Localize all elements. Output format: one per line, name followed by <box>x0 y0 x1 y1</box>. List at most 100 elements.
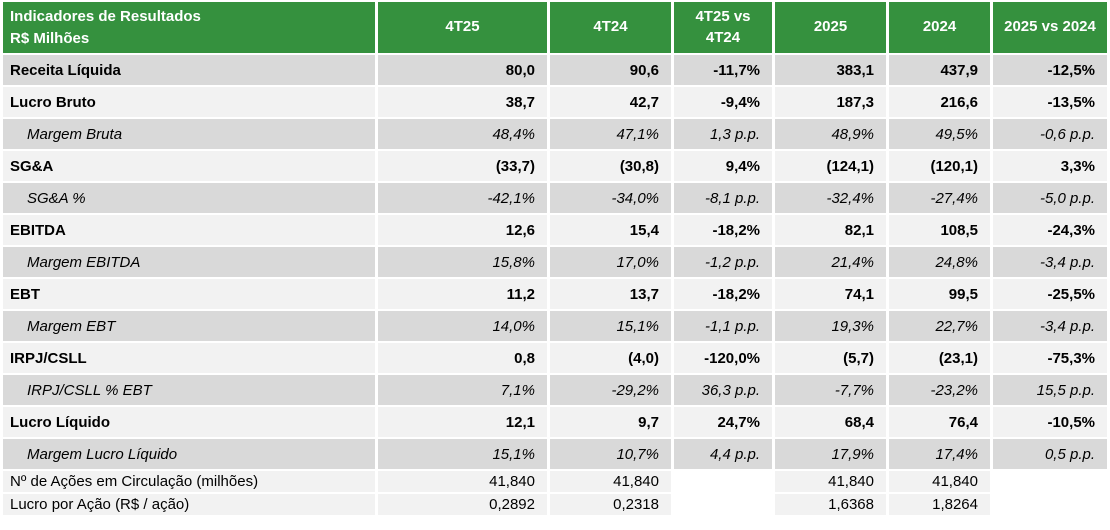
cell-value: 14,0% <box>378 311 547 341</box>
cell-value: 42,7 <box>550 87 671 117</box>
cell-value: 108,5 <box>889 215 990 245</box>
cell-value: -1,2 p.p. <box>674 247 772 277</box>
column-header: 4T25 vs 4T24 <box>674 2 772 53</box>
cell-value: -32,4% <box>775 183 886 213</box>
cell-value: 437,9 <box>889 55 990 85</box>
table-row: Receita Líquida 80,0 90,6 -11,7% 383,1 437,9-… <box>3 55 1107 85</box>
column-header: 2025 <box>775 2 886 53</box>
cell-value: (23,1) <box>889 343 990 373</box>
table-row: Nº de Ações em Circulação (milhões) 41,84… <box>3 471 1107 492</box>
cell-value: -120,0% <box>674 343 772 373</box>
cell-value: -0,6 p.p. <box>993 119 1107 149</box>
cell-value: -18,2% <box>674 279 772 309</box>
cell-value: 0,8 <box>378 343 547 373</box>
row-label: Margem EBT <box>3 311 375 341</box>
cell-value: 12,6 <box>378 215 547 245</box>
cell-value <box>993 494 1107 515</box>
cell-value: 49,5% <box>889 119 990 149</box>
row-label: Margem Bruta <box>3 119 375 149</box>
table-row: Margem Lucro Líquido 15,1% 10,7% 4,4 p.p. 17… <box>3 439 1107 469</box>
cell-value: (4,0) <box>550 343 671 373</box>
cell-value: 90,6 <box>550 55 671 85</box>
row-label: Nº de Ações em Circulação (milhões) <box>3 471 375 492</box>
cell-value: 82,1 <box>775 215 886 245</box>
cell-value: 1,8264 <box>889 494 990 515</box>
cell-value: 7,1% <box>378 375 547 405</box>
row-label: Margem EBITDA <box>3 247 375 277</box>
cell-value: 15,8% <box>378 247 547 277</box>
cell-value: -10,5% <box>993 407 1107 437</box>
cell-value: 12,1 <box>378 407 547 437</box>
cell-value: 99,5 <box>889 279 990 309</box>
cell-value: -12,5% <box>993 55 1107 85</box>
row-label: SG&A % <box>3 183 375 213</box>
row-label: IRPJ/CSLL <box>3 343 375 373</box>
row-label: EBITDA <box>3 215 375 245</box>
cell-value: -3,4 p.p. <box>993 247 1107 277</box>
cell-value: 76,4 <box>889 407 990 437</box>
cell-value: -9,4% <box>674 87 772 117</box>
cell-value: 216,6 <box>889 87 990 117</box>
cell-value: 17,4% <box>889 439 990 469</box>
column-header: 4T25 <box>378 2 547 53</box>
cell-value: 13,7 <box>550 279 671 309</box>
cell-value: -75,3% <box>993 343 1107 373</box>
cell-value: -25,5% <box>993 279 1107 309</box>
cell-value: 0,2892 <box>378 494 547 515</box>
cell-value <box>674 471 772 492</box>
cell-value: 0,5 p.p. <box>993 439 1107 469</box>
table-row: Lucro por Ação (R$ / ação) 0,2892 0,2318 1,… <box>3 494 1107 515</box>
row-label: Receita Líquida <box>3 55 375 85</box>
cell-value: 3,3% <box>993 151 1107 181</box>
cell-value: 4,4 p.p. <box>674 439 772 469</box>
cell-value: 80,0 <box>378 55 547 85</box>
cell-value: (30,8) <box>550 151 671 181</box>
cell-value: 1,6368 <box>775 494 886 515</box>
cell-value: 0,2318 <box>550 494 671 515</box>
column-header: 2025 vs 2024 <box>993 2 1107 53</box>
cell-value: -1,1 p.p. <box>674 311 772 341</box>
cell-value: 10,7% <box>550 439 671 469</box>
cell-value: -27,4% <box>889 183 990 213</box>
cell-value: 38,7 <box>378 87 547 117</box>
cell-value: -3,4 p.p. <box>993 311 1107 341</box>
cell-value: 1,3 p.p. <box>674 119 772 149</box>
table-title-line1: Indicadores de Resultados <box>10 7 201 25</box>
table-row: SG&A (33,7) (30,8) 9,4% (124,1) (120,1) 3,3% <box>3 151 1107 181</box>
table-row: Lucro Bruto 38,7 42,7 -9,4% 187,3 216,6 -13,5% <box>3 87 1107 117</box>
cell-value: 187,3 <box>775 87 886 117</box>
cell-value: 41,840 <box>378 471 547 492</box>
cell-value: 68,4 <box>775 407 886 437</box>
table-title: Indicadores de Resultados R$ Milhões <box>3 2 375 53</box>
cell-value: 22,7% <box>889 311 990 341</box>
cell-value: 41,840 <box>550 471 671 492</box>
row-label: SG&A <box>3 151 375 181</box>
row-label: Lucro por Ação (R$ / ação) <box>3 494 375 515</box>
cell-value: -23,2% <box>889 375 990 405</box>
cell-value: 19,3% <box>775 311 886 341</box>
table-row: Margem EBT 14,0% 15,1% -1,1 p.p. 19,3% 22,7% -… <box>3 311 1107 341</box>
cell-value: -7,7% <box>775 375 886 405</box>
table-row: SG&A % -42,1% -34,0% -8,1 p.p. -32,4% -27,4% -… <box>3 183 1107 213</box>
cell-value: 48,9% <box>775 119 886 149</box>
cell-value: (124,1) <box>775 151 886 181</box>
cell-value: 15,4 <box>550 215 671 245</box>
table-row: EBITDA 12,6 15,4 -18,2% 82,1 108,5 -24,3% <box>3 215 1107 245</box>
table-row: EBT 11,2 13,7 -18,2% 74,1 99,5 -25,5% <box>3 279 1107 309</box>
cell-value: -34,0% <box>550 183 671 213</box>
cell-value: 15,1% <box>550 311 671 341</box>
cell-value: 17,0% <box>550 247 671 277</box>
row-label: IRPJ/CSLL % EBT <box>3 375 375 405</box>
cell-value <box>993 471 1107 492</box>
cell-value: -29,2% <box>550 375 671 405</box>
cell-value: 9,4% <box>674 151 772 181</box>
row-label: Lucro Líquido <box>3 407 375 437</box>
row-label: Lucro Bruto <box>3 87 375 117</box>
table-row: IRPJ/CSLL % EBT 7,1% -29,2% 36,3 p.p. -7,7% -… <box>3 375 1107 405</box>
cell-value <box>674 494 772 515</box>
results-table: Indicadores de Resultados R$ Milhões 4T2… <box>3 2 1107 515</box>
cell-value: -8,1 p.p. <box>674 183 772 213</box>
cell-value: 24,8% <box>889 247 990 277</box>
cell-value: -18,2% <box>674 215 772 245</box>
row-label: Margem Lucro Líquido <box>3 439 375 469</box>
